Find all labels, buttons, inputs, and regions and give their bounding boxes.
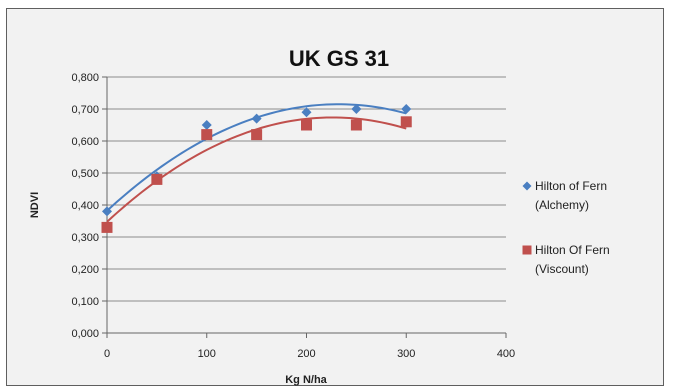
x-tick-label: 0 (104, 348, 110, 360)
axes: 0,000 0,100 0,200 0,300 0,400 0,500 0,600 0,700… (71, 72, 515, 360)
grid (107, 76, 506, 302)
x-tick-label: 100 (198, 348, 216, 360)
data-point-series-2 (350, 119, 362, 131)
data-point-series-1 (301, 107, 312, 118)
data-point-series-1 (351, 104, 362, 114)
y-tick-label: 0,300 (71, 232, 99, 244)
data-point-series-2 (201, 129, 213, 141)
data-point-series-2 (251, 129, 263, 141)
x-tick-label: 200 (297, 348, 315, 360)
y-tick-label: 0,400 (71, 200, 99, 212)
markers (101, 104, 412, 233)
data-point-series-1 (201, 120, 212, 130)
x-axis-label: Kg N/ha (285, 374, 327, 386)
y-tick-label: 0,000 (71, 328, 99, 340)
x-tick-label: 400 (497, 348, 515, 360)
data-point-series-1 (401, 104, 412, 114)
y-tick-label: 0,800 (71, 72, 99, 84)
y-tick-label: 0,600 (71, 136, 99, 148)
data-point-series-2 (301, 119, 312, 131)
legend-label-series-2: Hilton Of Fern (535, 243, 610, 257)
legend-label-series-1: (Alchemy) (535, 198, 589, 212)
legend: Hilton of Fern (Alchemy) Hilton Of Fern (Vi… (522, 179, 610, 276)
y-tick-label: 0,700 (71, 104, 99, 116)
data-point-series-2 (101, 221, 113, 233)
y-tick-label: 0,500 (71, 168, 99, 180)
data-point-series-2 (151, 173, 163, 185)
legend-marker-series-2 (522, 245, 532, 255)
data-point-series-1 (251, 113, 262, 124)
data-point-series-2 (400, 116, 412, 128)
y-tick-label: 0,100 (71, 296, 99, 308)
y-axis-label: NDVI (29, 192, 41, 218)
legend-label-series-1: Hilton of Fern (535, 179, 607, 193)
chart-frame (6, 8, 664, 386)
y-tick-label: 0,200 (71, 264, 99, 276)
legend-label-series-2: (Viscount) (535, 262, 589, 276)
chart-title: UK GS 31 (289, 46, 389, 71)
x-tick-label: 300 (397, 348, 415, 360)
data-point-series-1 (102, 206, 112, 217)
legend-marker-series-1 (522, 181, 532, 191)
